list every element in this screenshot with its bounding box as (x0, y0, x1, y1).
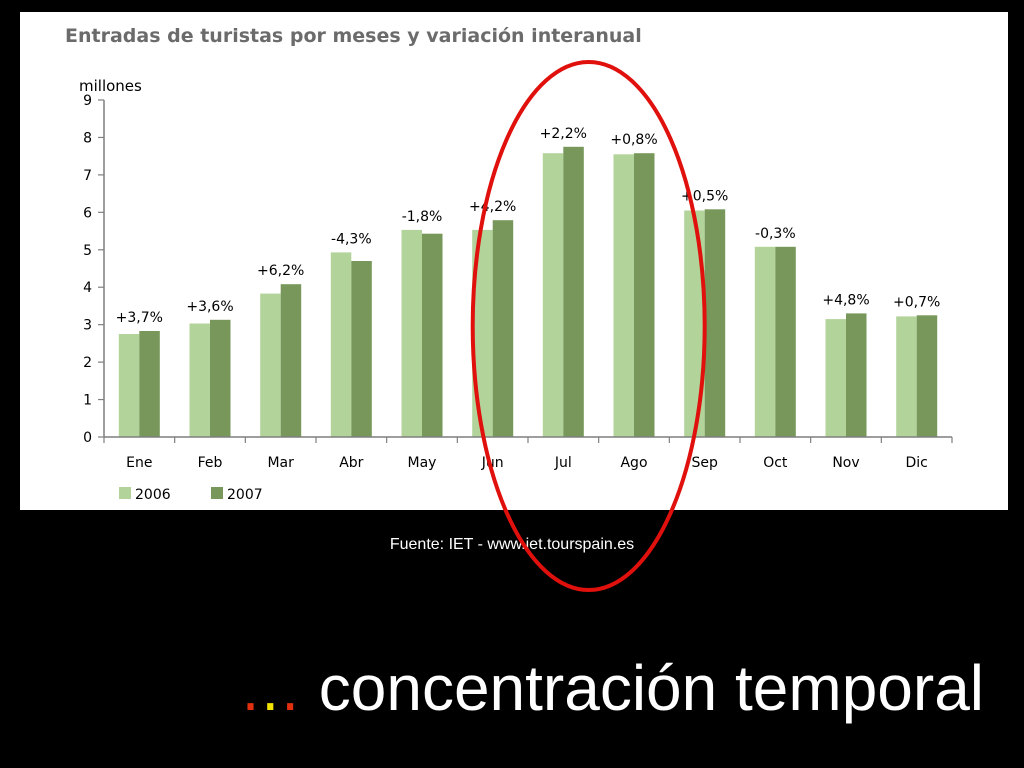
legend-swatch-2006 (119, 487, 131, 499)
x-category-label: Feb (198, 455, 223, 471)
bar-2006-Nov (825, 319, 846, 437)
bar-2007-Feb (210, 319, 231, 437)
bar-2007-Oct (775, 246, 796, 437)
legend-label-2006: 2006 (135, 487, 171, 503)
source-note: Fuente: IET - www.iet.tourspain.es (389, 536, 635, 553)
bar-2007-Jun (492, 220, 514, 437)
x-category-label: Oct (763, 455, 788, 471)
bar-2006-Jun (472, 229, 493, 437)
bar-2007-Sep (704, 209, 726, 437)
bar-2006-Jul (542, 153, 564, 437)
bar-2007-Dic (916, 315, 938, 437)
variation-label: +3,7% (116, 310, 163, 326)
x-category-label: May (408, 455, 437, 471)
y-tick-label: 3 (83, 318, 92, 334)
variation-label: +4,2% (469, 199, 516, 215)
x-category-label: Sep (691, 455, 718, 471)
x-category-label: Jun (481, 455, 504, 471)
y-tick-label: 5 (83, 243, 92, 259)
variation-label: +6,2% (257, 263, 304, 279)
x-category-label: Mar (267, 455, 294, 471)
x-category-label: Ene (126, 455, 152, 471)
x-category-label: Dic (905, 455, 927, 471)
bar-2006-Sep (684, 210, 705, 437)
variation-label: +3,6% (186, 299, 233, 315)
bar-2006-May (401, 229, 422, 437)
caption-text: concentración temporal (318, 652, 984, 724)
bar-2006-Abr (330, 252, 352, 437)
variation-label: +0,7% (893, 294, 940, 310)
x-category-label: Nov (832, 455, 859, 471)
y-tick-label: 2 (83, 355, 92, 371)
variation-label: +0,8% (610, 132, 657, 148)
bar-2007-Jul (563, 146, 584, 438)
x-category-label: Abr (339, 455, 363, 471)
y-tick-label: 7 (83, 168, 92, 184)
y-tick-label: 4 (83, 280, 92, 296)
bar-2006-Dic (896, 316, 917, 437)
bar-2006-Mar (260, 293, 281, 437)
bar-2006-Ago (613, 154, 634, 438)
bar-2007-Abr (351, 261, 372, 437)
variation-label: +4,8% (822, 292, 869, 308)
bar-2007-Mar (280, 284, 302, 437)
variation-label: +0,5% (681, 188, 728, 204)
legend-label-2007: 2007 (227, 487, 263, 503)
bar-2006-Ene (118, 334, 140, 437)
bar-2007-May (422, 233, 443, 437)
slide-caption: ... concentración temporal (242, 656, 984, 720)
bar-2006-Oct (754, 246, 776, 437)
y-tick-label: 0 (83, 430, 92, 446)
bar-2007-Ene (139, 331, 160, 437)
variation-label: -0,3% (755, 226, 796, 242)
variation-label: -4,3% (331, 231, 372, 247)
caption-ellipsis: ... (241, 652, 301, 724)
y-tick-label: 8 (83, 130, 92, 146)
y-tick-label: 9 (83, 93, 92, 109)
legend-swatch-2007 (211, 487, 223, 499)
y-tick-label: 1 (83, 393, 92, 409)
y-axis-unit-label: millones (79, 77, 142, 95)
variation-label: +2,2% (540, 126, 587, 142)
y-tick-label: 6 (83, 205, 92, 221)
chart-title: Entradas de turistas por meses y variaci… (65, 25, 642, 47)
bar-2007-Nov (846, 313, 867, 437)
x-category-label: Jul (554, 455, 572, 471)
variation-label: -1,8% (402, 209, 443, 225)
x-category-label: Ago (620, 455, 647, 471)
chart-panel: Entradas de turistas por meses y variaci… (20, 12, 1008, 510)
bar-2007-Ago (634, 153, 655, 437)
bar-2006-Feb (189, 323, 210, 437)
tourist-arrivals-chart: Entradas de turistas por meses y variaci… (65, 25, 953, 503)
